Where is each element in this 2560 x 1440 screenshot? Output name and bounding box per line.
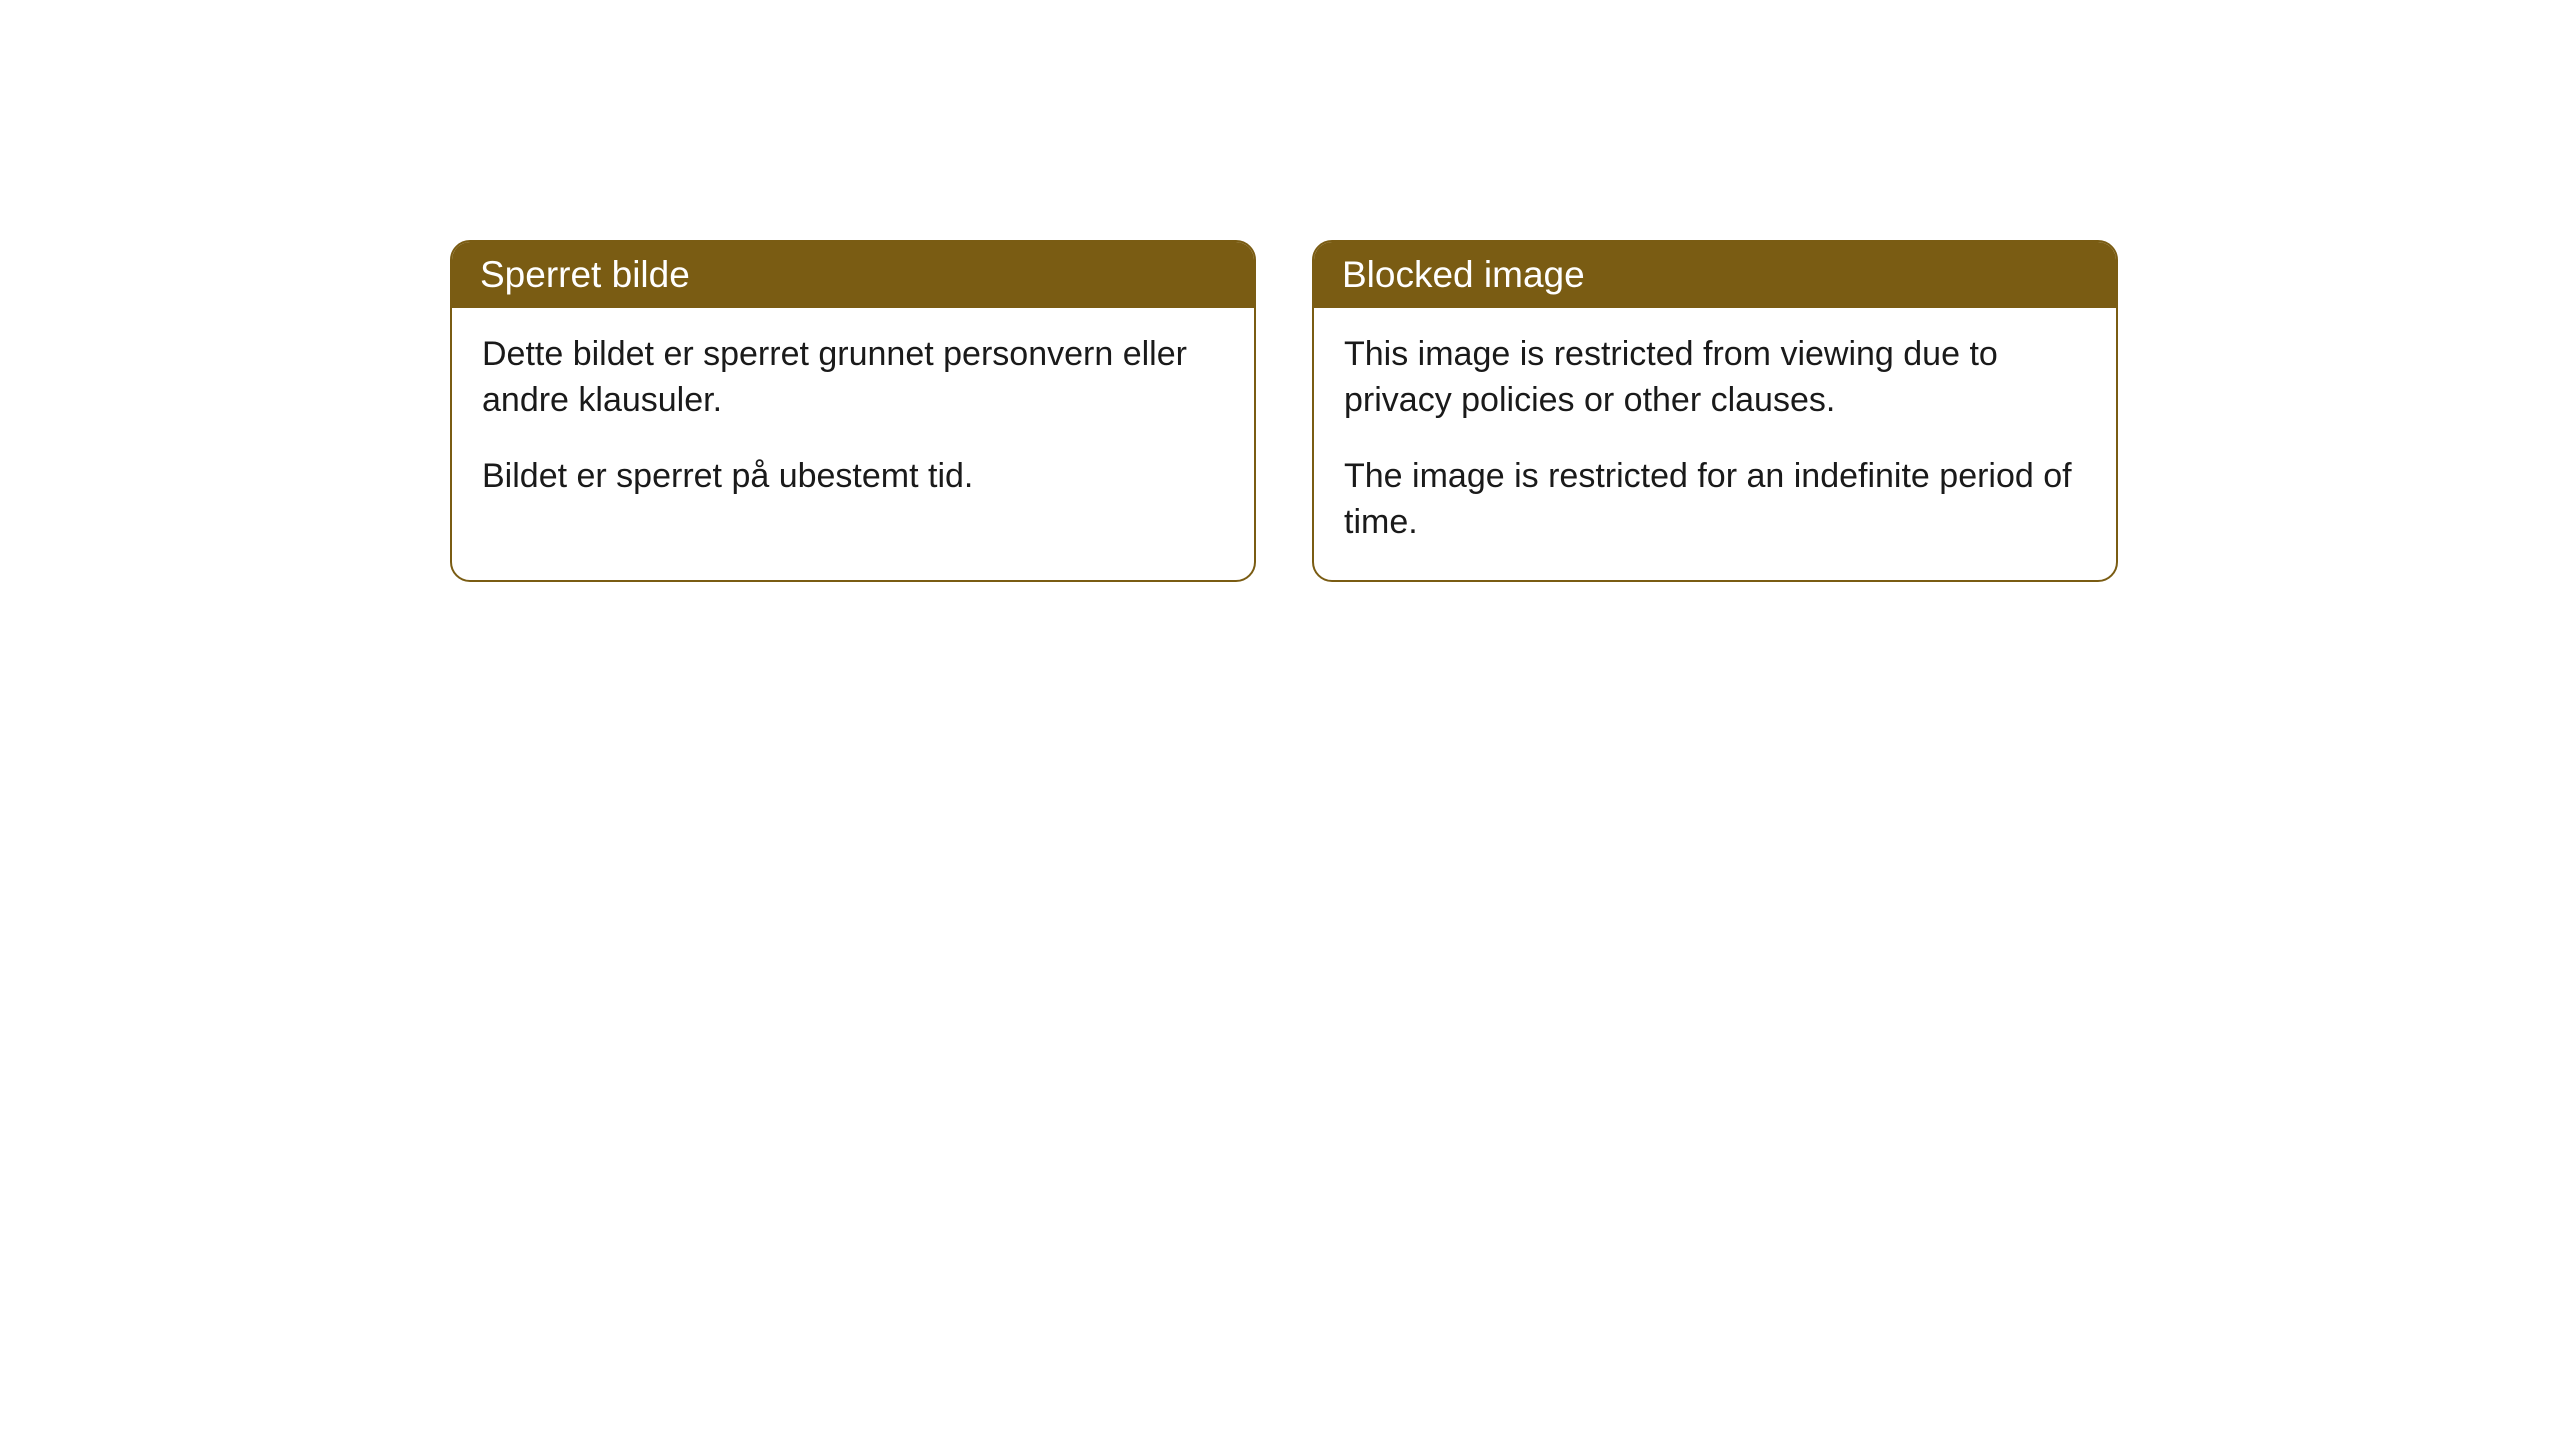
notice-body-norwegian: Dette bildet er sperret grunnet personve…	[452, 308, 1254, 534]
notice-header-english: Blocked image	[1314, 242, 2116, 308]
notice-card-english: Blocked image This image is restricted f…	[1312, 240, 2118, 582]
notice-body-english: This image is restricted from viewing du…	[1314, 308, 2116, 580]
notice-text-p2-english: The image is restricted for an indefinit…	[1344, 454, 2086, 546]
notice-container: Sperret bilde Dette bildet er sperret gr…	[450, 240, 2118, 582]
notice-header-norwegian: Sperret bilde	[452, 242, 1254, 308]
notice-text-p1-english: This image is restricted from viewing du…	[1344, 332, 2086, 424]
notice-card-norwegian: Sperret bilde Dette bildet er sperret gr…	[450, 240, 1256, 582]
notice-text-p1-norwegian: Dette bildet er sperret grunnet personve…	[482, 332, 1224, 424]
notice-text-p2-norwegian: Bildet er sperret på ubestemt tid.	[482, 454, 1224, 500]
